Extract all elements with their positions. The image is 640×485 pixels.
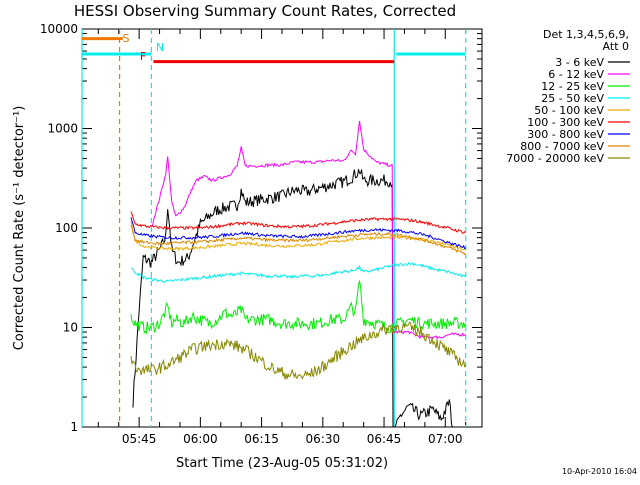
series-line-100-300-kev bbox=[130, 211, 467, 234]
y-axis-label: Corrected Count Rate (s⁻¹ detector⁻¹) bbox=[12, 106, 27, 351]
legend-entry: 7000 - 20000 keV bbox=[506, 152, 604, 165]
flag-layer: S NF bbox=[82, 32, 466, 64]
y-tick-label: 10 bbox=[63, 321, 78, 335]
series-line-50-100-kev bbox=[130, 221, 467, 252]
legend-entry: 25 - 50 keV bbox=[541, 92, 604, 105]
chart-title: HESSI Observing Summary Count Rates, Cor… bbox=[74, 2, 456, 20]
x-tick-label: 05:45 bbox=[122, 432, 157, 446]
legend-entry: 300 - 800 keV bbox=[527, 128, 604, 141]
series-line-7000-20000-kev bbox=[130, 321, 467, 380]
series-line-3-6-kev bbox=[132, 169, 454, 428]
vline-layer bbox=[81, 29, 467, 427]
legend-entry: 50 - 100 keV bbox=[534, 104, 604, 117]
series-line-12-25-kev bbox=[130, 279, 467, 335]
series-line-800-7000-kev bbox=[130, 224, 466, 256]
axes-layer: 1 10 100 1000 10000 05:45 06:00 06:15 06:30 06:45… bbox=[40, 22, 482, 446]
x-tick-label: 06:00 bbox=[183, 432, 218, 446]
legend-header: Att 0 bbox=[603, 40, 629, 53]
flag-label: S bbox=[123, 32, 130, 45]
y-tick-label: 1 bbox=[70, 420, 78, 434]
flag-label: F bbox=[140, 50, 146, 63]
legend-entry: 800 - 7000 keV bbox=[520, 140, 604, 153]
timestamp: 10-Apr-2010 16:04 bbox=[562, 467, 637, 476]
legend-entry: 3 - 6 keV bbox=[555, 56, 604, 69]
x-tick-label: 06:45 bbox=[367, 432, 402, 446]
x-tick-label: 06:30 bbox=[306, 432, 341, 446]
y-tick-label: 10000 bbox=[40, 22, 78, 36]
series-line-6-12-kev bbox=[151, 120, 467, 340]
legend-entry: 12 - 25 keV bbox=[541, 80, 604, 93]
x-axis-label: Start Time (23-Aug-05 05:31:02) bbox=[176, 456, 388, 471]
series-line-300-800-kev bbox=[130, 217, 466, 250]
legend-entry: 6 - 12 keV bbox=[548, 68, 604, 81]
legend-header: Det 1,3,4,5,6,9, bbox=[543, 28, 629, 41]
series-line-25-50-kev bbox=[130, 261, 467, 283]
y-tick-label: 1000 bbox=[47, 122, 78, 136]
x-tick-label: 06:15 bbox=[244, 432, 279, 446]
series-layer bbox=[130, 120, 467, 428]
x-tick-label: 07:00 bbox=[428, 432, 463, 446]
y-tick-label: 100 bbox=[55, 221, 78, 235]
legend-entry: 100 - 300 keV bbox=[527, 116, 604, 129]
flag-label: N bbox=[156, 41, 164, 54]
